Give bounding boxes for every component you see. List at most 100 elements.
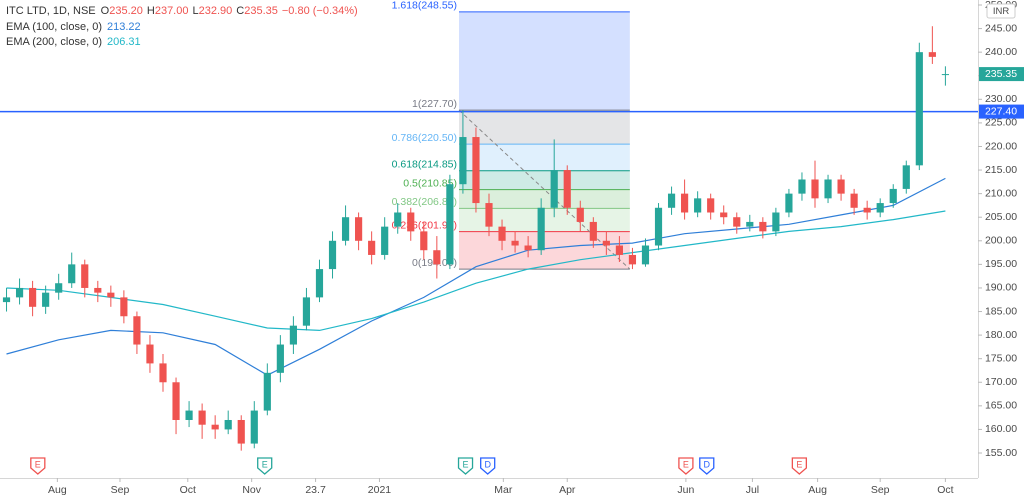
candle-body xyxy=(94,287,102,293)
candle-body xyxy=(889,188,897,204)
candle-body xyxy=(368,240,376,255)
event-label: D xyxy=(484,459,491,469)
candle-body xyxy=(785,193,793,213)
ohlc-label: H xyxy=(147,5,155,17)
ohlc-value: 235.35 xyxy=(244,5,278,17)
fib-level-label: 0.5(210.85) xyxy=(403,177,457,189)
x-tick-label: Oct xyxy=(180,484,196,496)
candle-body xyxy=(602,240,610,246)
y-tick-label: 180.00 xyxy=(985,329,1017,341)
event-label: E xyxy=(35,459,41,469)
candle-body xyxy=(681,193,689,213)
fib-band xyxy=(459,144,630,171)
y-tick-label: 165.00 xyxy=(985,400,1017,412)
y-tick-label: 195.00 xyxy=(985,258,1017,270)
ohlc-label: L xyxy=(192,5,198,17)
candle-body xyxy=(42,292,50,307)
event-badge xyxy=(791,457,808,475)
legend-name: EMA (200, close, 0) xyxy=(6,36,102,48)
legend-value: 206.31 xyxy=(107,36,141,48)
candle-body xyxy=(211,424,219,430)
x-tick-label: Oct xyxy=(937,484,953,496)
event-label: E xyxy=(796,459,802,469)
candle-body xyxy=(589,221,597,241)
candle-body xyxy=(250,410,258,444)
hline-tag xyxy=(979,104,1024,119)
fib-band xyxy=(459,11,630,111)
event-badge xyxy=(457,457,474,475)
y-tick-label: 190.00 xyxy=(985,282,1017,294)
candle-body xyxy=(107,292,115,298)
event-marker: E xyxy=(678,457,694,475)
event-label: E xyxy=(683,459,689,469)
event-marker: E xyxy=(30,457,46,475)
candle-body xyxy=(224,419,232,430)
candle-body xyxy=(420,231,428,251)
y-tick-label: 185.00 xyxy=(985,305,1017,317)
candle-body xyxy=(459,137,467,185)
candle-body xyxy=(876,203,884,213)
candle-body xyxy=(302,297,311,326)
event-marker: E xyxy=(457,457,474,475)
x-tick-label: 2021 xyxy=(368,484,392,496)
event-marker: E xyxy=(791,457,808,475)
candle-body xyxy=(772,212,780,232)
candle-body xyxy=(120,297,128,317)
ema-line xyxy=(6,210,946,332)
x-tick-label: Mar xyxy=(494,484,513,496)
event-badge xyxy=(480,457,496,475)
x-tick-label: Nov xyxy=(242,484,261,496)
event-badge xyxy=(699,457,715,475)
event-badge xyxy=(678,457,694,475)
candle-body xyxy=(615,245,623,255)
change: −0.80 (−0.34%) xyxy=(282,5,358,17)
y-tick-label: 160.00 xyxy=(985,423,1017,435)
candle-body xyxy=(798,179,806,194)
fib-trend-line xyxy=(458,109,631,270)
y-tick-label: 240.00 xyxy=(985,46,1017,58)
fib-level-label: 1(227.70) xyxy=(412,98,457,110)
candle-body xyxy=(720,212,728,218)
candle-body xyxy=(55,283,63,293)
candle-body xyxy=(850,193,858,208)
event-marker: D xyxy=(480,457,496,475)
y-tick-label: 175.00 xyxy=(985,352,1017,364)
y-tick-label: 215.00 xyxy=(985,164,1017,176)
candle-body xyxy=(576,207,584,222)
legend-value: 213.22 xyxy=(107,21,141,33)
fib-band xyxy=(459,110,630,145)
ohlc-label: O xyxy=(101,5,110,17)
y-tick-label: 225.00 xyxy=(985,117,1017,129)
candle-body xyxy=(198,410,206,425)
event-marker: D xyxy=(699,457,715,475)
candle-body xyxy=(146,344,154,364)
fib-level-label: 0.618(214.85) xyxy=(392,159,457,171)
candle-body xyxy=(276,344,284,373)
candle-body xyxy=(837,179,845,194)
fib-band xyxy=(459,170,630,190)
candle-body xyxy=(172,382,180,420)
candle-body xyxy=(759,221,767,232)
x-tick-label: Sep xyxy=(871,484,890,496)
event-badge xyxy=(257,457,273,475)
candle-body xyxy=(394,212,402,227)
y-tick-label: 245.00 xyxy=(985,22,1017,34)
x-tick-label: Jun xyxy=(677,484,694,496)
candle-body xyxy=(498,226,506,241)
candle-body xyxy=(511,240,519,246)
fib-level-label: 0.382(206.87) xyxy=(392,196,457,208)
candle-body xyxy=(694,198,702,213)
last-price-tag xyxy=(979,67,1024,82)
candle-body xyxy=(941,74,949,76)
candle-body xyxy=(263,372,271,411)
candle-body xyxy=(654,207,663,246)
y-tick-label: 200.00 xyxy=(985,235,1017,247)
candle-body xyxy=(667,193,676,208)
candle-body xyxy=(707,198,715,213)
candle-body xyxy=(407,212,415,232)
candle-body xyxy=(433,250,441,265)
x-tick-label: Jul xyxy=(746,484,759,496)
candle-body xyxy=(641,245,650,265)
x-tick-label: Aug xyxy=(48,484,67,496)
